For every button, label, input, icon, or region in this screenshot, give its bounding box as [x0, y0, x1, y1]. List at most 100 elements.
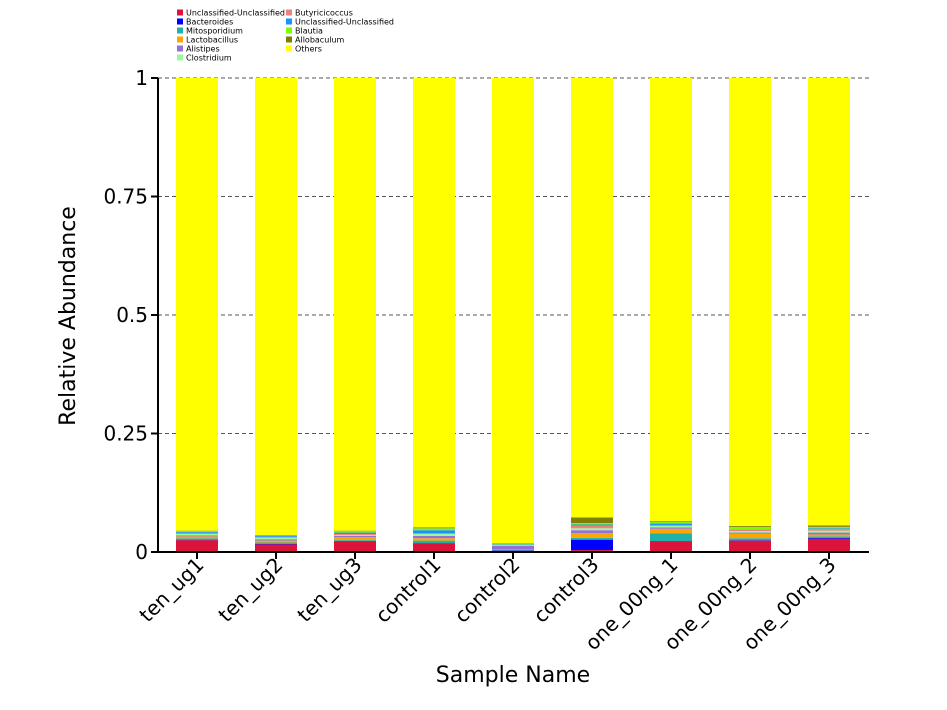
bar-segment-2-2 — [334, 540, 376, 542]
bar-segment-0-7 — [729, 540, 771, 552]
bar-segment-10-7 — [729, 78, 771, 526]
x-axis-title: Sample Name — [436, 663, 590, 688]
bar-segment-6-2 — [334, 533, 376, 535]
x-tick-label-5: control3 — [529, 553, 604, 628]
bar-segment-10-6 — [650, 78, 692, 522]
bar-segment-2-1 — [255, 542, 297, 544]
bar-segment-6-6 — [650, 524, 692, 526]
legend-item-8: Blautia — [286, 27, 323, 36]
bar-segment-3-0 — [176, 536, 218, 539]
bar-segment-5-5 — [571, 528, 613, 531]
y-tick-label-3: 0.75 — [103, 185, 148, 209]
legend-swatch-6 — [286, 9, 292, 16]
bar-stack-control2 — [492, 78, 534, 552]
bar-segment-3-2 — [334, 537, 376, 541]
legend-item-5: Clostridium — [177, 54, 232, 63]
legend-item-6: Butyricicoccus — [286, 9, 353, 18]
bar-segment-4-6 — [650, 527, 692, 529]
bar-segment-5-0 — [176, 533, 218, 536]
legend-item-9: Allobaculum — [286, 36, 345, 45]
legend-swatch-1 — [177, 18, 183, 25]
legend-label-4: Alistipes — [186, 45, 220, 54]
legend-label-9: Allobaculum — [295, 36, 345, 45]
bar-stack-ten_ug1 — [176, 78, 218, 552]
bar-segment-2-7 — [729, 538, 771, 541]
bar-segment-0-8 — [808, 538, 850, 552]
bar-segment-10-4 — [492, 78, 534, 544]
bar-segment-6-0 — [176, 533, 218, 534]
bar-segment-0-0 — [176, 540, 218, 552]
bar-segment-0-3 — [413, 543, 455, 552]
legend-swatch-4 — [177, 45, 183, 52]
legend-label-7: Unclassified-Unclassified — [295, 18, 394, 27]
legend-swatch-2 — [177, 27, 183, 34]
bar-segment-0-6 — [650, 541, 692, 552]
legend-item-7: Unclassified-Unclassified — [286, 18, 394, 27]
bar-segment-5-3 — [413, 533, 455, 536]
bar-segment-10-0 — [176, 78, 218, 531]
legend-label-5: Clostridium — [186, 54, 232, 63]
y-tick-label-0: 0 — [135, 540, 148, 564]
legend-swatch-7 — [286, 18, 292, 25]
y-ticks: 0 0.25 0.5 0.75 1 — [103, 66, 158, 564]
legend-item-3: Lactobacillus — [177, 36, 238, 45]
bar-segment-4-1 — [255, 539, 297, 541]
bar-segment-5-6 — [650, 525, 692, 528]
bars — [176, 78, 850, 552]
x-tick-label-1: ten_ug2 — [213, 553, 287, 627]
bar-segment-6-7 — [729, 529, 771, 532]
bar-segment-8-6 — [650, 522, 692, 524]
bar-segment-1-8 — [808, 537, 850, 539]
legend-label-0: Unclassified-Unclassified — [186, 9, 285, 18]
bar-segment-9-3 — [413, 527, 455, 529]
legend-label-1: Bacteroides — [186, 18, 233, 27]
bar-segment-2-5 — [571, 537, 613, 540]
legend-label-8: Blautia — [295, 27, 323, 36]
legend-swatch-10 — [286, 45, 292, 52]
bar-segment-8-8 — [808, 526, 850, 529]
x-tick-label-2: ten_ug3 — [292, 553, 366, 627]
bar-stack-ten_ug3 — [334, 78, 376, 552]
bar-segment-4-2 — [334, 535, 376, 538]
y-tick-label-4: 1 — [135, 66, 148, 90]
bar-segment-10-1 — [255, 78, 297, 535]
legend-swatch-0 — [177, 9, 183, 16]
y-tick-label-2: 0.5 — [116, 303, 148, 327]
legend: Unclassified-UnclassifiedBacteroidesMito… — [177, 9, 394, 63]
bar-segment-6-5 — [571, 525, 613, 529]
bar-segment-4-7 — [729, 532, 771, 534]
legend-item-0: Unclassified-Unclassified — [177, 9, 285, 18]
bar-segment-9-8 — [808, 525, 850, 527]
bar-segment-8-7 — [729, 526, 771, 530]
bar-segment-9-5 — [571, 517, 613, 524]
legend-swatch-3 — [177, 36, 183, 43]
bar-segment-3-3 — [413, 538, 455, 541]
x-tick-label-3: control1 — [371, 553, 446, 628]
legend-label-2: Mitosporidium — [186, 27, 243, 36]
bar-segment-10-3 — [413, 78, 455, 528]
bar-segment-5-2 — [334, 534, 376, 536]
bar-segment-3-8 — [808, 534, 850, 537]
bar-segment-8-0 — [176, 531, 218, 533]
bar-segment-10-2 — [334, 78, 376, 531]
legend-swatch-5 — [177, 54, 183, 61]
legend-item-10: Others — [286, 45, 322, 54]
bar-segment-3-5 — [571, 533, 613, 538]
bar-segment-7-1 — [255, 535, 297, 537]
bar-segment-8-2 — [334, 531, 376, 533]
legend-label-10: Others — [295, 45, 322, 54]
bar-segment-4-5 — [571, 530, 613, 534]
bar-segment-9-6 — [650, 521, 692, 523]
bar-segment-7-2 — [334, 532, 376, 534]
y-tick-label-1: 0.25 — [103, 422, 148, 446]
bar-segment-5-7 — [729, 531, 771, 533]
legend-item-4: Alistipes — [177, 45, 220, 54]
x-tick-label-4: control2 — [450, 553, 525, 628]
legend-label-6: Butyricicoccus — [295, 9, 353, 18]
y-axis-title: Relative Abundance — [56, 206, 81, 426]
bar-segment-2-6 — [650, 533, 692, 542]
bar-segment-4-0 — [176, 535, 218, 537]
bar-segment-2-3 — [413, 540, 455, 544]
bar-stack-control3 — [571, 78, 613, 552]
bar-segment-5-1 — [255, 537, 297, 540]
